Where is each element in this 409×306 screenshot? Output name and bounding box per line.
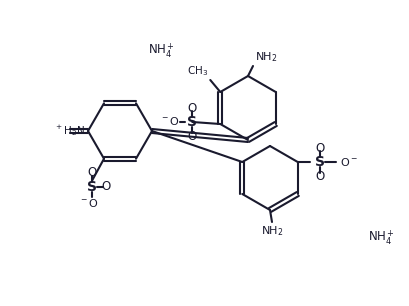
Text: O: O [88, 166, 97, 179]
Text: CH$_3$: CH$_3$ [187, 64, 208, 78]
Text: O$^-$: O$^-$ [340, 156, 358, 168]
Text: O: O [315, 170, 324, 182]
Text: S: S [187, 115, 197, 129]
Text: $^+$H$_2$N: $^+$H$_2$N [54, 124, 85, 138]
Text: $^-$O: $^-$O [160, 115, 180, 127]
Text: NH$_4^+$: NH$_4^+$ [148, 42, 175, 60]
Text: S: S [87, 180, 97, 194]
Text: O: O [315, 141, 324, 155]
Text: O: O [101, 180, 110, 193]
Text: NH$_2$: NH$_2$ [261, 224, 283, 238]
Text: O: O [188, 129, 197, 143]
Text: O: O [188, 102, 197, 114]
Text: NH$_4^+$: NH$_4^+$ [368, 229, 395, 247]
Text: S: S [315, 155, 325, 169]
Text: $^-$O: $^-$O [79, 197, 99, 209]
Text: NH$_2$: NH$_2$ [255, 50, 278, 64]
